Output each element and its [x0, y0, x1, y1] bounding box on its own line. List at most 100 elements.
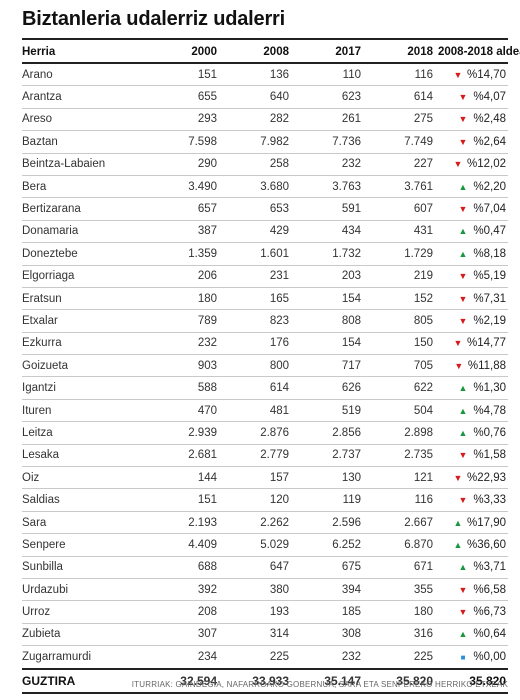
cell-2018: 121	[366, 466, 438, 490]
cell-2008: 193	[222, 600, 294, 624]
header-2008: 2008	[222, 42, 294, 64]
cell-herria: Eratsun	[22, 287, 150, 311]
table-row: Elgorriaga 206 231 203 219 ▼ %5,19	[22, 265, 508, 288]
cell-2000: 234	[150, 645, 222, 670]
cell-2018: 7.749	[366, 130, 438, 154]
cell-change: ▲ %4,78	[438, 399, 508, 423]
cell-2008: 429	[222, 220, 294, 244]
cell-2008: 380	[222, 578, 294, 602]
cell-2017: 7.736	[294, 130, 366, 154]
cell-2008: 225	[222, 645, 294, 670]
triangle-down-icon: ▼	[458, 271, 468, 282]
triangle-down-icon: ▼	[458, 92, 468, 103]
cell-2018: 6.870	[366, 533, 438, 557]
square-icon: ■	[460, 652, 466, 662]
cell-2018: 275	[366, 108, 438, 132]
table-row: Sunbilla 688 647 675 671 ▲ %3,71	[22, 556, 508, 579]
triangle-down-icon: ▼	[458, 607, 468, 618]
total-row: GUZTIRA 32.594 33.933 35.147 35.820 35.8…	[22, 667, 508, 694]
change-value: %22,93	[466, 471, 506, 484]
change-value: %2,48	[473, 113, 506, 126]
cell-2008: 120	[222, 488, 294, 512]
triangle-up-icon: ▲	[453, 539, 463, 550]
triangle-down-icon: ▼	[454, 360, 464, 371]
table-row: Senpere 4.409 5.029 6.252 6.870 ▲ %36,60	[22, 533, 508, 557]
cell-2000: 588	[150, 376, 222, 400]
cell-2018: 316	[366, 623, 438, 647]
cell-herria: Arantza	[22, 85, 150, 109]
triangle-down-icon: ▼	[458, 450, 468, 461]
table-row: Zugarramurdi 234 225 232 225 ■ %0,00	[22, 645, 508, 670]
cell-herria: Elgorriaga	[22, 265, 150, 288]
cell-change: ▲ %3,71	[438, 556, 508, 579]
header-herria: Herria	[22, 42, 150, 64]
triangle-down-icon: ▼	[458, 114, 468, 125]
cell-change: ▲ %8,18	[438, 242, 508, 266]
triangle-down-icon: ▼	[453, 69, 463, 80]
cell-change: ▲ %36,60	[438, 533, 508, 557]
triangle-up-icon: ▲	[458, 226, 468, 237]
cell-2000: 657	[150, 197, 222, 221]
cell-herria: Bera	[22, 175, 150, 199]
cell-herria: Saldias	[22, 488, 150, 512]
cell-2018: 805	[366, 309, 438, 333]
change-value: %0,47	[473, 225, 506, 238]
table-row: Zubieta 307 314 308 316 ▲ %0,64	[22, 623, 508, 647]
table-row: Arano 151 136 110 116 ▼ %14,70	[22, 63, 508, 87]
change-value: %1,30	[473, 382, 506, 395]
cell-2017: 519	[294, 399, 366, 423]
cell-2008: 176	[222, 332, 294, 356]
cell-herria: Urroz	[22, 600, 150, 624]
change-value: %1,58	[473, 449, 506, 462]
cell-2017: 626	[294, 376, 366, 400]
cell-change: ▼ %2,19	[438, 309, 508, 333]
triangle-up-icon: ▲	[458, 383, 468, 394]
cell-2017: 394	[294, 578, 366, 602]
cell-2008: 1.601	[222, 242, 294, 266]
change-value: %14,77	[466, 337, 506, 350]
change-value: %5,19	[473, 270, 506, 283]
triangle-down-icon: ▼	[453, 159, 463, 170]
table-row: Donamaria 387 429 434 431 ▲ %0,47	[22, 220, 508, 244]
triangle-up-icon: ▲	[458, 562, 468, 573]
table-row: Bera 3.490 3.680 3.763 3.761 ▲ %2,20	[22, 175, 508, 199]
cell-2017: 591	[294, 197, 366, 221]
cell-2008: 258	[222, 153, 294, 176]
cell-change: ▼ %7,31	[438, 287, 508, 311]
cell-2000: 151	[150, 63, 222, 87]
cell-change: ■ %0,00	[438, 645, 508, 670]
triangle-down-icon: ▼	[458, 204, 468, 215]
cell-2000: 3.490	[150, 175, 222, 199]
change-value: %4,78	[473, 404, 506, 417]
cell-2000: 208	[150, 600, 222, 624]
cell-2018: 116	[366, 488, 438, 512]
table-row: Ezkurra 232 176 154 150 ▼ %14,77	[22, 332, 508, 356]
cell-2008: 314	[222, 623, 294, 647]
cell-2018: 355	[366, 578, 438, 602]
cell-2000: 688	[150, 556, 222, 579]
cell-herria: Arano	[22, 63, 150, 87]
cell-2000: 4.409	[150, 533, 222, 557]
cell-change: ▼ %14,77	[438, 332, 508, 356]
total-2008: 33.933	[222, 667, 294, 694]
cell-change: ▼ %22,93	[438, 466, 508, 490]
cell-change: ▲ %0,76	[438, 421, 508, 445]
cell-herria: Doneztebe	[22, 242, 150, 266]
cell-change: ▲ %0,47	[438, 220, 508, 244]
cell-2017: 154	[294, 287, 366, 311]
cell-2008: 823	[222, 309, 294, 333]
change-value: %4,07	[473, 91, 506, 104]
table-row: Goizueta 903 800 717 705 ▼ %11,88	[22, 354, 508, 378]
cell-change: ▼ %6,73	[438, 600, 508, 624]
source-note: ITURRIAK: GAINDEGIA, NAFARROAKO GOBERNUA…	[131, 680, 508, 689]
change-value: %0,00	[473, 650, 506, 663]
cell-herria: Areso	[22, 108, 150, 132]
cell-2018: 219	[366, 265, 438, 288]
cell-2018: 2.735	[366, 444, 438, 468]
cell-change: ▼ %2,48	[438, 108, 508, 132]
cell-herria: Bertizarana	[22, 197, 150, 221]
cell-2008: 2.779	[222, 444, 294, 468]
cell-2000: 2.939	[150, 421, 222, 445]
cell-herria: Oiz	[22, 466, 150, 490]
change-value: %8,18	[473, 247, 506, 260]
